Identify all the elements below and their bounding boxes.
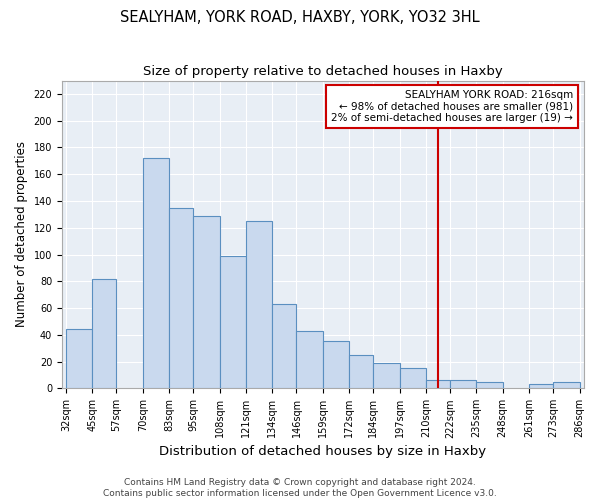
X-axis label: Distribution of detached houses by size in Haxby: Distribution of detached houses by size … (159, 444, 487, 458)
Title: Size of property relative to detached houses in Haxby: Size of property relative to detached ho… (143, 65, 503, 78)
Bar (426, 380, 450, 388)
Y-axis label: Number of detached properties: Number of detached properties (15, 142, 28, 328)
Bar (143, 158, 169, 388)
Bar (92, 278, 116, 388)
Bar (349, 355, 373, 388)
Bar (373, 363, 400, 388)
Bar (476, 382, 503, 388)
Bar (450, 380, 476, 388)
Bar (246, 221, 272, 388)
Bar (400, 368, 426, 388)
Text: SEALYHAM, YORK ROAD, HAXBY, YORK, YO32 3HL: SEALYHAM, YORK ROAD, HAXBY, YORK, YO32 3… (120, 10, 480, 25)
Bar (193, 216, 220, 388)
Text: Contains HM Land Registry data © Crown copyright and database right 2024.
Contai: Contains HM Land Registry data © Crown c… (103, 478, 497, 498)
Text: SEALYHAM YORK ROAD: 216sqm
← 98% of detached houses are smaller (981)
2% of semi: SEALYHAM YORK ROAD: 216sqm ← 98% of deta… (331, 90, 573, 123)
Bar (169, 208, 193, 388)
Bar (66, 330, 92, 388)
Bar (272, 304, 296, 388)
Bar (220, 256, 246, 388)
Bar (529, 384, 553, 388)
Bar (323, 342, 349, 388)
Bar (296, 331, 323, 388)
Bar (553, 382, 580, 388)
